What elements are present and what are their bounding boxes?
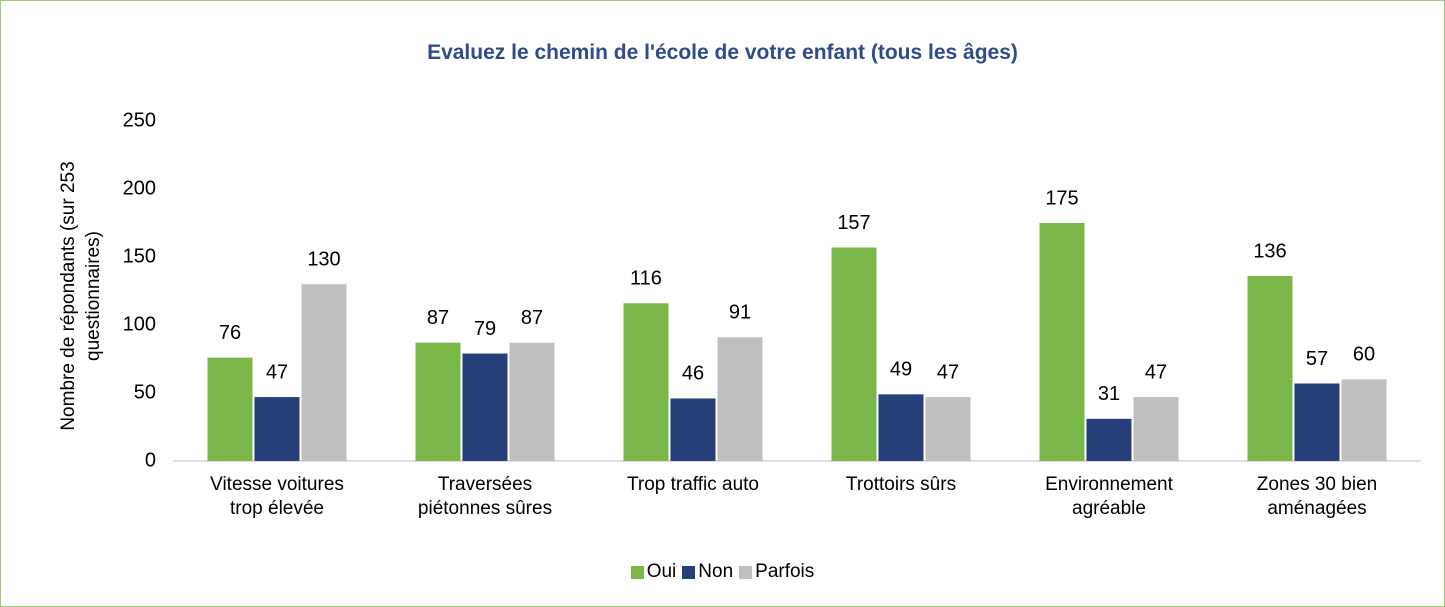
legend-item: Parfois [739, 561, 814, 583]
legend-swatch [739, 565, 753, 579]
bar [878, 394, 924, 461]
bar [831, 247, 877, 461]
x-tick-label: Vitesse voitures trop élevée [210, 474, 344, 519]
data-label: 157 [837, 212, 870, 234]
legend-label: Non [698, 561, 734, 582]
data-label: 47 [266, 361, 288, 383]
y-tick-label: 200 [123, 177, 156, 199]
bar [301, 284, 347, 461]
data-label: 47 [937, 361, 959, 383]
x-tick-label: Trottoirs sûrs [845, 474, 957, 495]
data-label: 76 [219, 322, 241, 344]
y-tick-label: 100 [123, 313, 156, 335]
data-label: 49 [890, 359, 912, 381]
data-label: 57 [1306, 348, 1328, 370]
legend-label: Oui [646, 561, 677, 582]
legend-item: Oui [630, 561, 677, 583]
data-label: 87 [427, 307, 449, 329]
data-label: 79 [474, 318, 496, 340]
bar [1341, 379, 1387, 461]
legend-swatch [630, 565, 644, 579]
legend: Oui Non Parfois [1, 561, 1444, 583]
bar [1247, 276, 1293, 461]
bar [1294, 383, 1340, 461]
x-tick-label: Environnement agréable [1045, 474, 1173, 519]
y-tick-label: 250 [123, 109, 156, 131]
data-label: 60 [1353, 344, 1375, 366]
y-tick-label: 0 [145, 449, 156, 471]
x-tick-label: Traversées piétonnes sûres [417, 474, 553, 519]
bar [509, 342, 555, 461]
data-label: 136 [1253, 240, 1286, 262]
bar [254, 397, 300, 461]
legend-label: Parfois [755, 561, 815, 582]
data-label: 47 [1145, 361, 1167, 383]
legend-item: Non [682, 561, 733, 583]
bar [717, 337, 763, 461]
y-tick-label: 150 [123, 245, 156, 267]
bar [1039, 223, 1085, 461]
data-label: 91 [729, 302, 751, 324]
data-label: 31 [1098, 383, 1120, 405]
bar [415, 342, 461, 461]
legend-swatch [682, 565, 696, 579]
chart-title: Evaluez le chemin de l'école de votre en… [427, 41, 1018, 64]
bar [462, 353, 508, 461]
bar [207, 357, 253, 461]
y-tick-label: 50 [134, 381, 156, 403]
x-tick-label: Zones 30 bien aménagées [1256, 474, 1378, 519]
bar [623, 303, 669, 461]
bar [925, 397, 971, 461]
data-label: 175 [1045, 187, 1078, 209]
data-label: 130 [307, 248, 340, 270]
data-label: 116 [630, 268, 662, 290]
bar [670, 398, 716, 461]
data-label: 46 [682, 363, 704, 385]
bar [1133, 397, 1179, 461]
bar [1086, 418, 1132, 461]
data-label: 87 [521, 307, 543, 329]
x-tick-label: Trop traffic auto [626, 474, 759, 495]
